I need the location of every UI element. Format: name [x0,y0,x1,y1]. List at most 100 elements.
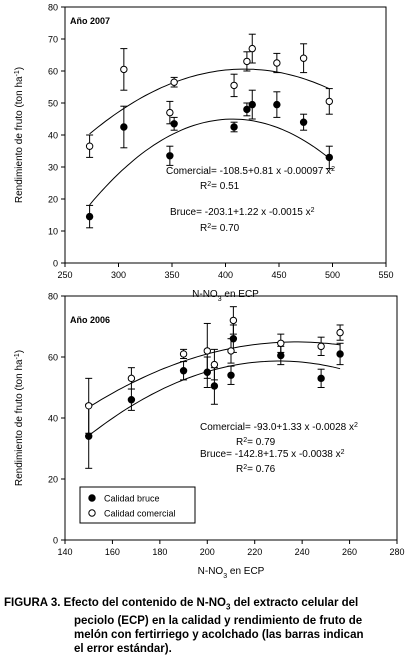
y-tick-label: 30 [48,163,58,173]
data-point-comercial [179,350,188,358]
equation-annotation: Bruce= -203.1+1.22 x -0.0015 x2 [170,207,315,219]
caption-sub: 3 [225,602,231,612]
y-tick-label: 20 [48,195,58,205]
data-point-comercial [170,78,178,86]
data-point-bruce [273,100,281,109]
x-tick-label: 250 [57,270,72,280]
legend-marker [88,509,96,517]
data-point-bruce [166,152,174,160]
x-tick-label: 280 [389,547,404,557]
x-tick-label: 500 [325,270,340,280]
y-tick-label: 40 [48,414,58,424]
data-point-comercial [127,374,136,383]
data-point-comercial [317,342,325,351]
data-point-comercial [299,54,308,62]
fit-curve-comercial [89,68,330,135]
x-tick-label: 140 [57,547,72,557]
equation-annotation: Comercial= -93.0+1.33 x -0.0028 x2 [200,422,358,434]
x-tick-label: 300 [111,270,126,280]
y-tick-label: 0 [53,536,58,546]
caption-line-4: el error estándar). [74,643,172,656]
y-tick-label: 0 [53,259,58,269]
legend-label: Calidad bruce [104,494,160,504]
x-tick-label: 220 [247,547,262,557]
x-tick-label: 260 [342,547,357,557]
y-tick-label: 60 [48,353,58,363]
figure: 250 300 350 400 450 500 55001020304050607080N-… [14,3,405,580]
data-point-comercial [210,360,219,369]
data-point-bruce [277,351,285,360]
equation-annotation: R2= 0.51 [200,181,240,193]
chart-panel-1: 250 300 350 400 450 500 550 0 10 20 30 40 50 60 70 80 N-… [14,3,394,303]
data-point-bruce [85,432,93,440]
y-tick-label: 50 [48,99,58,109]
caption-label: FIGURA 3. [4,597,61,609]
caption-line-3: melón con fertirriego y acolchado (las b… [74,629,364,642]
data-point-bruce [230,123,238,131]
data-point-comercial [325,97,333,106]
x-axis-label: N-NO3 en ECP [198,566,265,580]
legend-marker [88,494,96,502]
data-point-bruce [120,123,128,131]
data-point-comercial [230,81,238,90]
data-point-comercial [336,328,344,337]
equation-annotation: Bruce= -142.8+1.75 x -0.0038 x2 [200,449,345,461]
data-point-bruce [170,120,178,128]
figure-caption: FIGURA 3. Efecto del contenido de N-NO3 … [4,596,404,656]
data-point-comercial [203,347,211,355]
x-tick-label: 180 [152,547,167,557]
caption-text-a: Efecto del contenido de N-NO [63,597,226,609]
data-point-comercial [120,65,128,74]
y-tick-label: 80 [48,3,58,13]
data-point-bruce [203,368,211,376]
legend-label: Calidad comercial [104,509,176,519]
data-point-comercial [243,57,251,66]
data-point-comercial [248,44,256,53]
equation-annotation: R2= 0.70 [200,223,240,235]
panel-title: Año 2007 [70,16,110,26]
x-tick-label: 550 [378,270,393,280]
y-axis-label: Rendimiento de fruto (ton ha-1) [14,67,26,203]
data-point-bruce [243,105,251,114]
x-tick-label: 240 [295,547,310,557]
data-point-bruce [210,382,219,390]
y-tick-label: 10 [48,227,58,237]
data-point-bruce [227,371,235,379]
data-point-comercial [277,339,285,347]
data-point-comercial [166,108,174,117]
data-point-bruce [325,153,333,162]
equation-annotation: Comercial= -108.5+0.81 x -0.00097 x2 [166,166,335,178]
x-tick-label: 450 [271,270,286,280]
panel-title: Año 2006 [70,315,110,325]
legend-box [79,486,196,524]
x-tick-label: 400 [218,270,233,280]
data-point-bruce [127,396,136,404]
data-point-comercial [85,142,94,150]
equation-annotation: R2= 0.76 [236,464,276,476]
y-axis-label: Rendimiento de fruto (ton ha-1) [14,350,26,486]
data-point-comercial [229,316,238,325]
equation-annotation: R2= 0.79 [236,437,276,449]
data-point-bruce [336,350,344,358]
x-tick-label: 350 [164,270,179,280]
y-tick-label: 20 [48,475,58,485]
y-tick-label: 40 [48,131,58,141]
y-tick-label: 60 [48,67,58,77]
caption-text-b: del extracto celular del [230,597,359,609]
data-point-comercial [227,347,235,355]
caption-line-2: peciolo (ECP) en la calidad y rendimient… [74,615,363,628]
chart-panel-2: 140 160 180 200 220 240 260 280 0 20 40 60 80 N-NO3 e… [14,292,405,580]
y-tick-label: 80 [48,292,58,302]
data-point-comercial [85,402,93,410]
data-point-bruce [317,374,325,383]
x-tick-label: 200 [200,547,215,557]
data-point-bruce [179,367,188,375]
fit-curve-bruce [89,118,330,206]
x-tick-label: 160 [105,547,120,557]
data-point-comercial [273,59,281,67]
data-point-bruce [248,100,256,109]
data-point-bruce [299,118,308,126]
y-tick-label: 70 [48,35,58,45]
data-point-bruce [229,335,238,343]
data-point-bruce [85,212,94,221]
